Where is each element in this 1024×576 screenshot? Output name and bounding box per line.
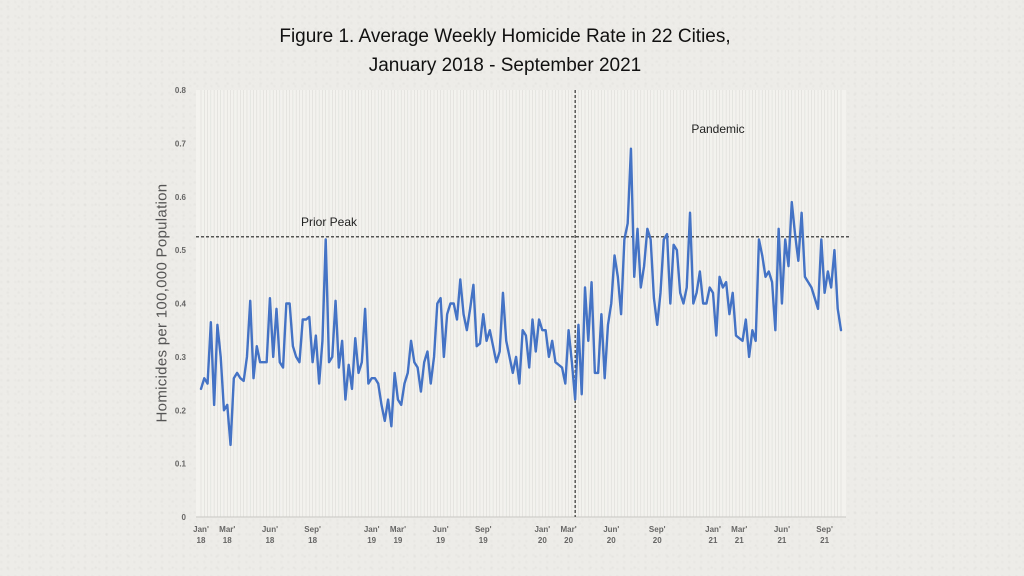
x-tick-label-year: 20 bbox=[564, 536, 573, 545]
x-tick-label-year: 19 bbox=[393, 536, 402, 545]
x-tick-label-year: 19 bbox=[479, 536, 488, 545]
x-tick-label-year: 18 bbox=[223, 536, 232, 545]
y-tick-label: 0 bbox=[182, 513, 187, 522]
x-tick-label-month: Jun' bbox=[433, 525, 449, 534]
y-tick-label: 0.7 bbox=[175, 139, 187, 148]
x-tick-label-year: 20 bbox=[607, 536, 616, 545]
x-tick-label-month: Sep' bbox=[816, 525, 833, 534]
x-tick-label-year: 18 bbox=[197, 536, 206, 545]
y-tick-label: 0.2 bbox=[175, 406, 187, 415]
x-tick-label-month: Sep' bbox=[649, 525, 666, 534]
x-tick-label-month: Jun' bbox=[262, 525, 278, 534]
x-tick-label-month: Mar' bbox=[561, 525, 577, 534]
x-tick-label-year: 21 bbox=[735, 536, 744, 545]
x-tick-label-month: Jun' bbox=[603, 525, 619, 534]
chart-title-line1: Figure 1. Average Weekly Homicide Rate i… bbox=[279, 26, 731, 47]
x-tick-label-year: 19 bbox=[367, 536, 376, 545]
y-tick-label: 0.1 bbox=[175, 460, 187, 469]
plot-area bbox=[196, 90, 846, 517]
x-tick-label-year: 19 bbox=[436, 536, 445, 545]
x-tick-label-year: 21 bbox=[820, 536, 829, 545]
x-tick-label-month: Mar' bbox=[219, 525, 235, 534]
homicide-rate-line bbox=[199, 147, 843, 447]
x-tick-label-month: Jan' bbox=[534, 525, 550, 534]
y-tick-label: 0.5 bbox=[175, 246, 187, 255]
y-tick-label: 0.4 bbox=[175, 300, 187, 309]
chart-title: Figure 1. Average Weekly Homicide Rate i… bbox=[0, 22, 1010, 80]
x-tick-label-year: 18 bbox=[308, 536, 317, 545]
pandemic-label: Pandemic bbox=[691, 122, 744, 136]
x-tick-label-year: 21 bbox=[777, 536, 786, 545]
y-tick-label: 0.3 bbox=[175, 353, 187, 362]
y-tick-label: 0.8 bbox=[175, 86, 187, 95]
x-tick-label-month: Jan' bbox=[705, 525, 721, 534]
x-tick-label-month: Sep' bbox=[304, 525, 321, 534]
prior-peak-label: Prior Peak bbox=[301, 215, 358, 229]
x-tick-label-month: Jun' bbox=[774, 525, 790, 534]
x-tick-label-month: Jan' bbox=[364, 525, 380, 534]
x-tick-label-month: Jan' bbox=[193, 525, 209, 534]
x-tick-label-year: 20 bbox=[538, 536, 547, 545]
chart-title-line2: January 2018 - September 2021 bbox=[368, 55, 642, 76]
x-tick-label-month: Sep' bbox=[475, 525, 492, 534]
x-tick-label-year: 18 bbox=[265, 536, 274, 545]
x-tick-label-month: Mar' bbox=[731, 525, 747, 534]
y-tick-label: 0.6 bbox=[175, 193, 187, 202]
x-tick-label-year: 21 bbox=[709, 536, 718, 545]
x-tick-label-year: 20 bbox=[653, 536, 662, 545]
x-tick-label-month: Mar' bbox=[390, 525, 406, 534]
